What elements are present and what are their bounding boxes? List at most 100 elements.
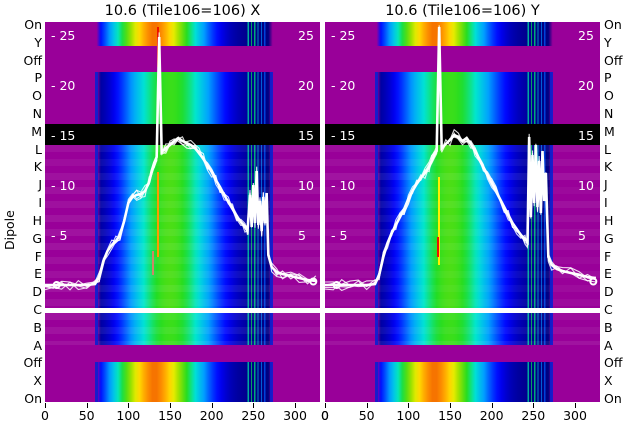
inner-tick-label-left: - 10	[331, 178, 356, 193]
inner-tick-label-left: - 15	[331, 128, 356, 143]
category-label-on: On	[604, 17, 622, 32]
heat-edge-column	[95, 72, 99, 402]
profile-trace	[45, 36, 316, 287]
heat-row-texture	[325, 159, 600, 166]
inner-tick-label-left: - 25	[51, 28, 76, 43]
inner-tick-label-right: 25	[578, 28, 594, 43]
category-label-e: E	[604, 266, 612, 282]
category-label-k: K	[33, 159, 42, 175]
category-label-j: J	[604, 177, 608, 193]
category-label-d: D	[604, 284, 614, 300]
category-label-i: I	[604, 195, 608, 211]
category-label-x: X	[604, 373, 613, 389]
heat-row-texture	[45, 187, 320, 194]
heat-row-texture	[325, 201, 600, 208]
category-label-j: J	[38, 177, 42, 193]
heat-band-gap-1-top	[325, 46, 600, 72]
heat-band-black-band-top	[45, 124, 320, 145]
category-label-n: N	[32, 106, 42, 122]
x-axis-tick-label: 50	[78, 408, 95, 423]
heat-row-texture	[45, 299, 320, 306]
x-axis-tick	[450, 403, 451, 408]
x-axis-tick-label: 250	[241, 408, 266, 423]
category-label-n: N	[604, 106, 614, 122]
heatmap-panel-y[interactable]	[325, 22, 600, 402]
x-axis-tick-label: 0	[321, 408, 329, 423]
category-label-on: On	[604, 391, 622, 406]
heat-row-texture	[325, 145, 600, 152]
heat-row-texture	[45, 215, 320, 222]
heat-band-gap-2-top	[325, 345, 600, 362]
inner-tick-label-right: 25	[298, 28, 314, 43]
category-label-f: F	[604, 248, 612, 264]
x-axis-tick	[211, 403, 213, 408]
heat-stripes-bottom-strip	[45, 362, 320, 402]
heat-stripes-top-strip	[45, 22, 320, 46]
category-label-d: D	[32, 284, 42, 300]
x-axis-tick	[408, 403, 410, 408]
heat-row-texture	[45, 229, 320, 236]
heat-row-texture	[325, 271, 600, 278]
heat-row-texture	[325, 341, 600, 348]
profile-trace	[325, 26, 596, 287]
inner-tick-label-right: 5	[298, 228, 306, 243]
heat-row-texture	[325, 285, 600, 292]
x-axis-tick	[491, 403, 493, 408]
inner-tick-label-left: - 5	[51, 228, 68, 243]
x-axis-tick-label: 250	[521, 408, 546, 423]
inner-tick-label-left: - 20	[51, 78, 76, 93]
category-label-e: E	[34, 266, 42, 282]
category-label-f: F	[34, 248, 42, 264]
heat-band-white-rule-top	[45, 308, 320, 313]
x-axis-tick-label: 150	[438, 408, 462, 423]
inner-tick-label-left: - 5	[331, 228, 348, 243]
category-label-b: B	[33, 319, 42, 335]
x-axis-tick	[533, 403, 535, 408]
heat-stripes-main-upper	[45, 72, 320, 124]
category-label-y: Y	[34, 34, 42, 50]
inner-tick-label-right: 5	[578, 228, 586, 243]
x-axis-tick	[295, 403, 296, 408]
heat-edge-column	[270, 72, 274, 402]
x-axis-left: 0 50 100 150 200 250 300 0	[41, 403, 329, 437]
heat-row-texture	[325, 313, 600, 320]
category-label-a: A	[33, 337, 42, 353]
x-axis-tick-label: 0	[321, 408, 329, 423]
x-axis-tick	[253, 403, 255, 408]
heatmap-panel-x[interactable]	[45, 22, 320, 402]
category-label-on: On	[24, 17, 42, 32]
inner-tick-label-left: - 10	[51, 178, 76, 193]
heat-stripes-bottom-strip	[325, 362, 600, 402]
inner-tick-label-right: 20	[298, 78, 314, 93]
heat-edge-column	[550, 72, 554, 402]
category-label-l: L	[604, 141, 611, 157]
category-label-off: Off	[604, 52, 623, 68]
inner-tick-label-left: - 15	[51, 128, 76, 143]
heat-row-texture	[45, 159, 320, 166]
x-axis-tick	[45, 403, 46, 408]
heat-stripes-main-lower	[45, 145, 320, 308]
heat-row-texture	[45, 271, 320, 278]
category-label-off: Off	[23, 52, 42, 68]
heat-row-texture	[325, 327, 600, 334]
profile-trace	[45, 39, 316, 291]
category-label-l: L	[35, 141, 42, 157]
column-marker	[156, 172, 159, 257]
column-marker	[151, 251, 154, 275]
category-label-off: Off	[604, 355, 623, 371]
category-label-k: K	[604, 159, 613, 175]
x-axis-tick-label: 100	[396, 408, 421, 423]
category-label-on: On	[24, 391, 42, 406]
heat-band-gap-1-top	[45, 46, 320, 72]
column-marker	[436, 237, 439, 257]
category-label-off: Off	[23, 355, 42, 371]
category-label-m: M	[31, 123, 42, 139]
overlay-curves-y	[325, 25, 598, 292]
heat-row-texture	[325, 173, 600, 180]
category-label-b: B	[604, 319, 613, 335]
heat-stripes-top-strip	[325, 22, 600, 46]
inner-tick-label-left: - 25	[331, 28, 356, 43]
x-axis-tick-label: 100	[116, 408, 141, 423]
profile-marker	[309, 277, 318, 286]
category-label-y: Y	[604, 34, 612, 50]
